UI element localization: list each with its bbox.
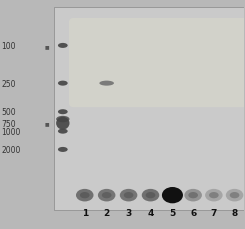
Ellipse shape xyxy=(102,192,111,199)
Text: 250: 250 xyxy=(1,79,16,88)
Text: 8: 8 xyxy=(232,208,238,217)
Ellipse shape xyxy=(98,189,115,202)
Ellipse shape xyxy=(184,189,202,202)
Ellipse shape xyxy=(58,81,68,86)
Ellipse shape xyxy=(142,189,159,202)
Ellipse shape xyxy=(56,117,70,130)
Ellipse shape xyxy=(58,44,68,49)
Text: 3: 3 xyxy=(125,208,132,217)
FancyBboxPatch shape xyxy=(69,19,245,108)
Ellipse shape xyxy=(162,187,183,203)
Text: 750: 750 xyxy=(1,119,16,128)
Text: 1: 1 xyxy=(82,208,88,217)
Text: 1000: 1000 xyxy=(1,127,21,136)
Text: ■: ■ xyxy=(45,121,49,126)
Ellipse shape xyxy=(58,110,68,115)
Text: 7: 7 xyxy=(211,208,217,217)
Ellipse shape xyxy=(56,116,70,123)
Ellipse shape xyxy=(58,147,68,152)
Text: ■: ■ xyxy=(45,44,49,49)
Ellipse shape xyxy=(76,189,94,202)
Text: 6: 6 xyxy=(190,208,196,217)
Ellipse shape xyxy=(58,129,68,134)
Text: 2000: 2000 xyxy=(1,145,21,154)
Text: 5: 5 xyxy=(169,208,176,217)
FancyBboxPatch shape xyxy=(54,8,244,210)
Ellipse shape xyxy=(120,189,137,202)
Ellipse shape xyxy=(99,81,114,86)
Ellipse shape xyxy=(80,192,90,199)
Text: 100: 100 xyxy=(1,42,16,51)
Ellipse shape xyxy=(209,192,219,199)
Ellipse shape xyxy=(205,189,223,202)
Text: 4: 4 xyxy=(147,208,154,217)
Ellipse shape xyxy=(226,189,243,202)
Text: 500: 500 xyxy=(1,108,16,117)
Ellipse shape xyxy=(124,192,134,199)
Ellipse shape xyxy=(188,192,198,199)
Ellipse shape xyxy=(146,192,155,199)
Text: 2: 2 xyxy=(104,208,110,217)
Ellipse shape xyxy=(230,192,239,199)
